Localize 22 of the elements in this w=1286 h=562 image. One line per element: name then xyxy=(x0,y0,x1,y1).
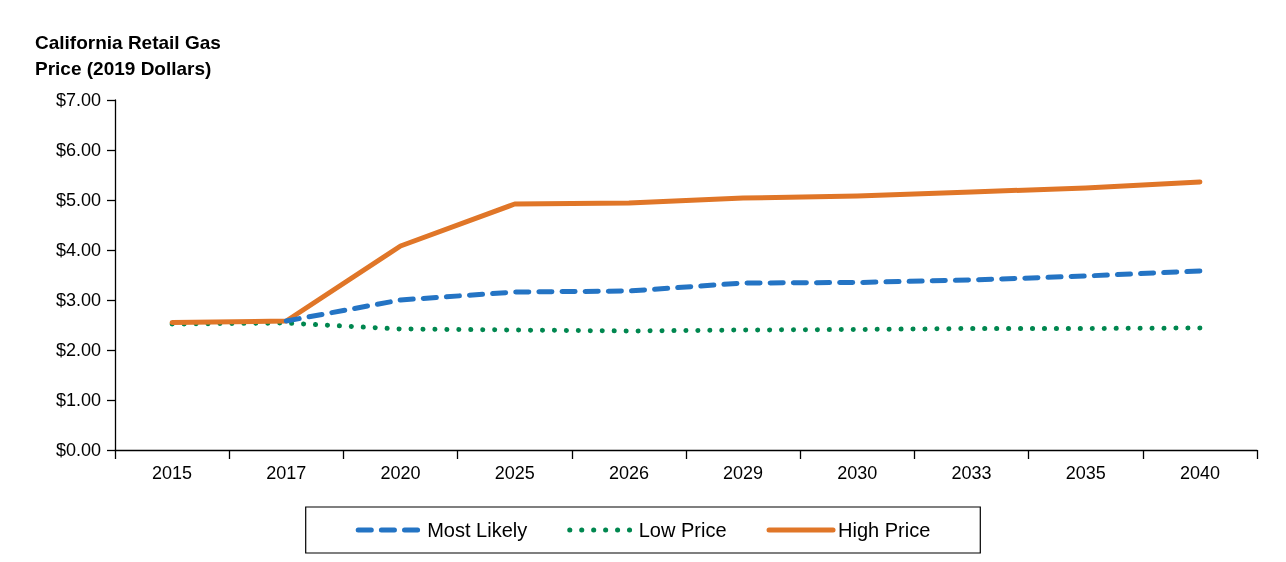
y-tick-label: $7.00 xyxy=(55,90,101,110)
legend-label: Most Likely xyxy=(427,519,528,541)
x-tick-label: 2017 xyxy=(266,463,307,483)
y-tick-label: $0.00 xyxy=(55,440,101,460)
x-tick-label: 2033 xyxy=(951,463,992,483)
y-tick-label: $2.00 xyxy=(55,340,101,360)
y-tick-label: $6.00 xyxy=(55,140,101,160)
x-tick-label: 2040 xyxy=(1179,463,1220,483)
x-tick-label: 2015 xyxy=(152,463,193,483)
y-tick-label: $3.00 xyxy=(55,290,101,310)
x-tick-label: 2029 xyxy=(723,463,764,483)
x-tick-label: 2025 xyxy=(494,463,535,483)
y-tick-label: $1.00 xyxy=(55,390,101,410)
y-tick-label: $5.00 xyxy=(55,190,101,210)
x-tick-label: 2026 xyxy=(608,463,649,483)
legend-label: High Price xyxy=(838,519,931,541)
x-tick-label: 2020 xyxy=(380,463,421,483)
x-tick-label: 2035 xyxy=(1065,463,1106,483)
legend-label: Low Price xyxy=(638,519,727,541)
y-axis-title: California Retail Gas Price (2019 Dollars) xyxy=(35,31,221,79)
y-tick-label: $4.00 xyxy=(55,240,101,260)
x-tick-label: 2030 xyxy=(837,463,878,483)
